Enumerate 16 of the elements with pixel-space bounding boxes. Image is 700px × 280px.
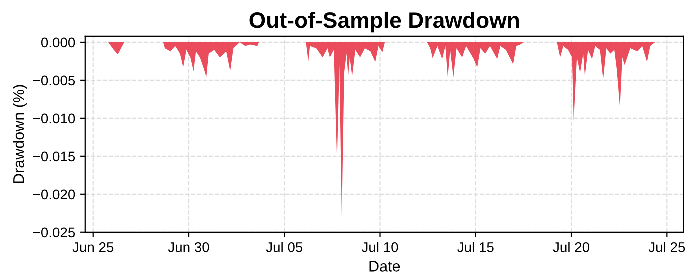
y-axis-title: Drawdown (%) bbox=[13, 85, 28, 184]
y-tick-label: −0.005 bbox=[34, 76, 76, 86]
y-tick-label: −0.015 bbox=[34, 152, 76, 162]
y-tick-label: −0.020 bbox=[34, 190, 76, 200]
x-tick-label: Jul 15 bbox=[458, 242, 494, 252]
x-axis-title: Date bbox=[370, 261, 400, 272]
chart-title: Out-of-Sample Drawdown bbox=[250, 12, 520, 33]
y-tick-label: −0.010 bbox=[34, 114, 76, 124]
x-tick-label: Jul 05 bbox=[266, 242, 303, 252]
x-tick-label: Jul 10 bbox=[362, 242, 398, 252]
x-tick-label: Jul 20 bbox=[553, 242, 590, 252]
y-tick-label: 0.000 bbox=[41, 38, 76, 48]
x-tick-label: Jul 25 bbox=[648, 242, 686, 252]
x-tick-label: Jun 25 bbox=[72, 242, 114, 252]
x-tick-label: Jun 30 bbox=[168, 242, 210, 252]
y-tick-label: −0.025 bbox=[34, 228, 76, 238]
